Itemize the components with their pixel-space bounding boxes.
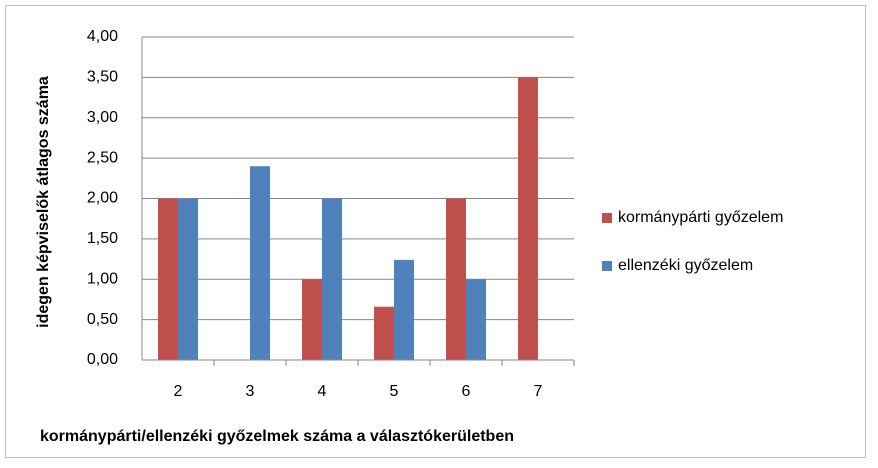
legend-swatch xyxy=(602,261,612,271)
bar xyxy=(518,77,538,360)
bar xyxy=(446,198,466,360)
y-axis-title: idegen képviselők átlagos száma xyxy=(35,76,52,328)
y-tick-label: 1,50 xyxy=(87,230,118,247)
y-tick-label: 0,00 xyxy=(87,351,118,368)
bar xyxy=(374,306,394,360)
y-tick-label: 4,00 xyxy=(87,28,118,45)
y-tick-label: 3,50 xyxy=(87,69,118,86)
legend-label: kormánypárti győzelem xyxy=(618,209,783,226)
y-tick-label: 0,50 xyxy=(87,311,118,328)
bar xyxy=(302,279,322,360)
y-tick-label: 3,00 xyxy=(87,109,118,126)
legend-swatch xyxy=(602,213,612,223)
bar xyxy=(466,279,486,360)
y-tick-label: 2,50 xyxy=(87,149,118,166)
bar xyxy=(178,198,198,360)
bar xyxy=(250,166,270,360)
x-tick-label: 2 xyxy=(174,383,183,400)
x-tick-label: 4 xyxy=(318,383,327,400)
x-tick-label: 6 xyxy=(462,383,471,400)
chart-frame xyxy=(5,5,866,458)
legend-label: ellenzéki győzelem xyxy=(618,257,753,274)
bar xyxy=(158,198,178,360)
x-tick-label: 3 xyxy=(246,383,255,400)
y-tick-label: 2,00 xyxy=(87,190,118,207)
x-tick-label: 7 xyxy=(534,383,543,400)
bar xyxy=(394,259,414,360)
x-tick-label: 5 xyxy=(390,383,399,400)
x-axis-title: kormánypárti/ellenzéki győzelmek száma a… xyxy=(40,428,514,445)
y-tick-label: 1,00 xyxy=(87,270,118,287)
bar xyxy=(322,198,342,360)
